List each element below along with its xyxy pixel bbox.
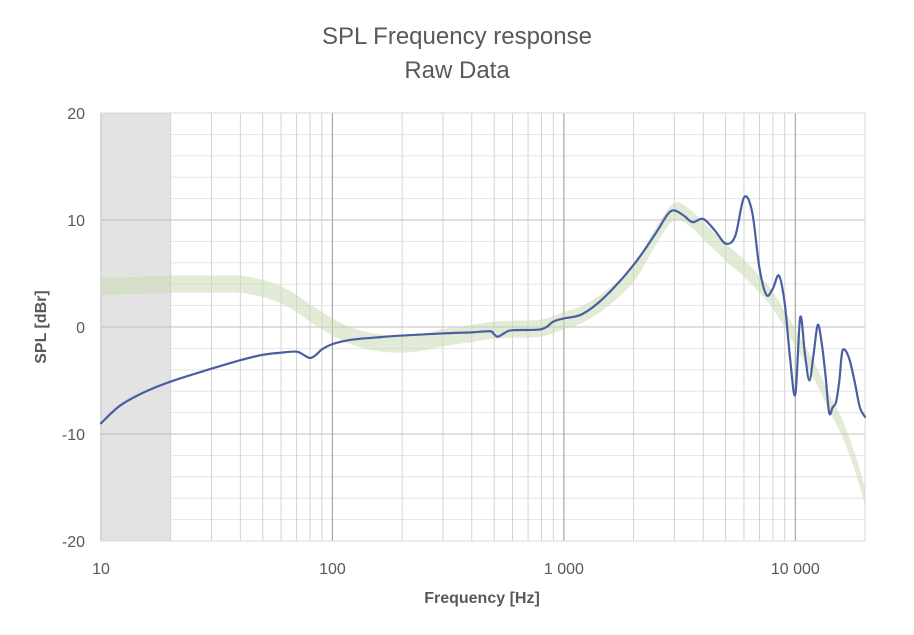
y-tick-labels: 20 10 0 -10 -20 [62, 106, 85, 551]
y-tick-label: -10 [62, 427, 85, 444]
y-axis-label: SPL [dBr] [33, 290, 50, 363]
target-response-band [101, 202, 865, 505]
chart-subtitle: Raw Data [404, 57, 510, 84]
x-tick-label: 10 [92, 561, 110, 578]
y-tick-label: 20 [67, 106, 85, 123]
x-tick-label: 100 [319, 561, 346, 578]
x-tick-label: 10 000 [771, 561, 820, 578]
chart-title: SPL Frequency response [322, 23, 592, 50]
x-axis-label: Frequency [Hz] [424, 590, 540, 607]
y-tick-label: 0 [76, 320, 85, 337]
y-tick-label: -20 [62, 534, 85, 551]
plot-frame [100, 112, 866, 542]
measured-response-line [99, 195, 867, 425]
x-tick-labels: 10 100 1 000 10 000 [92, 561, 820, 578]
y-tick-label: 10 [67, 213, 85, 230]
x-tick-label: 1 000 [544, 561, 584, 578]
